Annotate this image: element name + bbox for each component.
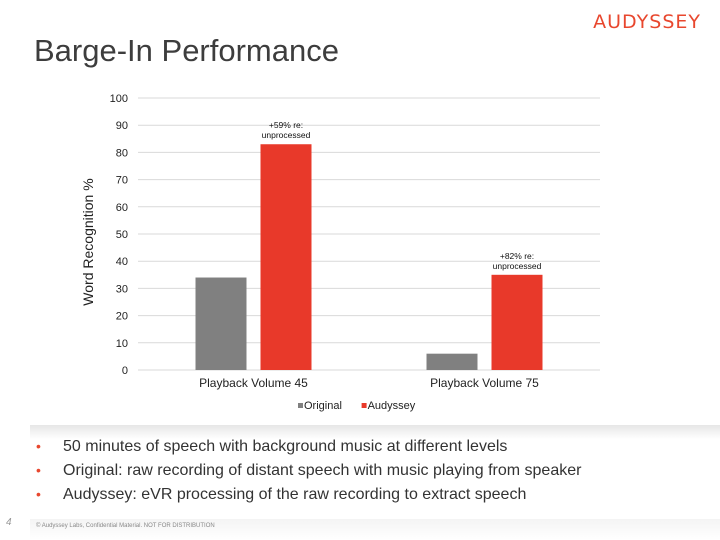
bar-original [426,353,478,370]
bullet-marker: • [36,462,41,478]
y-tick-label: 60 [116,202,128,214]
bullet-item: • Original: raw recording of distant spee… [36,461,581,485]
bar-annotation: +82% re: [500,251,534,261]
y-tick-label: 100 [110,93,128,105]
y-tick-label: 70 [116,175,128,187]
y-tick-label: 40 [116,256,128,268]
bullet-text: Original: raw recording of distant speec… [63,462,582,479]
bar-audyssey [491,274,543,370]
slide-title: Barge-In Performance [34,33,339,68]
y-tick-label: 90 [116,120,128,132]
y-tick-label: 80 [116,147,128,159]
bars [195,144,543,370]
bar-annotation: +59% re: [269,120,303,130]
x-tick-label: Playback Volume 45 [199,376,308,390]
bullet-text: 50 minutes of speech with background mus… [63,438,508,455]
bullet-item: • 50 minutes of speech with background mu… [36,437,581,461]
legend-swatch-original [298,403,303,408]
divider-shade [30,425,720,439]
bullet-list: • 50 minutes of speech with background mu… [36,437,581,509]
y-tick-label: 10 [116,338,128,350]
legend-label-audyssey: Audyssey [368,400,416,412]
bar-annotation: unprocessed [493,261,542,271]
footer-bar [30,519,720,540]
legend: Original Audyssey [298,400,416,412]
y-tick-label: 20 [116,311,128,323]
annotations: +59% re:unprocessed+82% re:unprocessed [262,120,542,271]
x-tick-label: Playback Volume 75 [430,376,539,390]
x-tick-labels: Playback Volume 45 Playback Volume 75 [199,376,539,390]
page-number: 4 [6,517,12,528]
y-tick-label: 50 [116,229,128,241]
y-tick-labels: 0 10 20 30 40 50 60 70 80 90 100 [110,93,128,377]
y-axis-label: Word Recognition % [80,178,96,305]
footer-confidential: © Audyssey Labs, Confidential Material. … [36,523,215,529]
legend-label-original: Original [304,400,342,412]
bullet-marker: • [36,486,41,502]
bar-annotation: unprocessed [262,130,311,140]
bullet-text: Audyssey: eVR processing of the raw reco… [63,486,527,503]
legend-swatch-audyssey [361,403,367,408]
y-tick-label: 0 [122,365,128,377]
bullet-item: • Audyssey: eVR processing of the raw rec… [36,485,581,509]
bar-original [195,277,247,370]
bar-audyssey [260,144,312,370]
y-tick-label: 30 [116,283,128,295]
bullet-marker: • [36,438,41,454]
audyssey-logo: AUDYSSEY [593,11,701,33]
